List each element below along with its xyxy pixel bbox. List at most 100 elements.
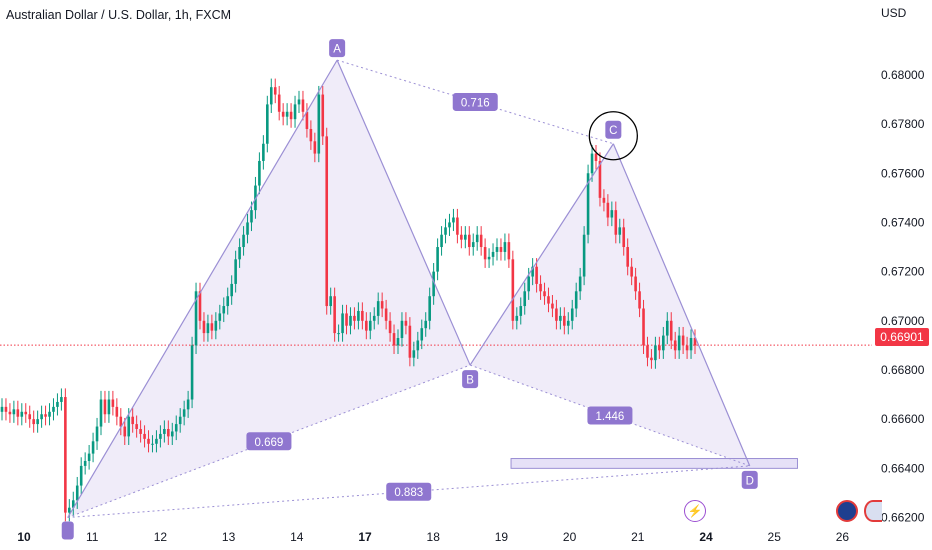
candle-body xyxy=(297,99,301,105)
candle-body xyxy=(329,296,332,307)
point-label-d-bg xyxy=(741,470,758,489)
candle-body xyxy=(8,411,12,415)
candle-body xyxy=(262,143,265,161)
candle-body xyxy=(87,453,91,461)
y-axis: 0.68000 0.67800 0.67600 0.67400 0.67200 0.670… xyxy=(881,68,925,525)
point-label-a: A xyxy=(333,44,341,56)
candle-body xyxy=(68,507,71,513)
candle-body xyxy=(662,335,665,351)
candle-body xyxy=(139,429,142,434)
candle-body xyxy=(131,416,134,425)
candle-body xyxy=(147,438,150,444)
pattern-triangle-bcd xyxy=(470,143,750,466)
candle-body xyxy=(622,227,626,248)
candle-body xyxy=(487,256,491,260)
candle-body xyxy=(40,414,43,420)
y-tick-label: 0.68000 xyxy=(881,68,925,82)
candle-body xyxy=(614,210,618,235)
candle-body xyxy=(551,303,554,309)
candle-body xyxy=(586,173,590,235)
candle-body xyxy=(626,247,629,267)
x-tick-label: 17 xyxy=(358,530,372,544)
pattern-labels-layer: A B C D 0.716 0.669 1.446 0.883 xyxy=(61,39,758,540)
candle-body xyxy=(151,443,154,445)
candle-body xyxy=(531,266,534,277)
candle-body xyxy=(618,227,622,235)
candle-body xyxy=(566,320,570,326)
candle-body xyxy=(345,313,348,326)
candle-body xyxy=(495,247,499,252)
point-label-c-bg xyxy=(605,120,622,139)
candle-body xyxy=(48,411,51,417)
candle-body xyxy=(424,320,428,329)
candle-body xyxy=(456,217,459,235)
candle-body xyxy=(606,202,610,218)
candle-body xyxy=(428,296,431,321)
candle-body xyxy=(436,247,439,272)
y-tick-label: 0.67200 xyxy=(881,265,925,279)
candle-body xyxy=(527,276,530,292)
candle-body xyxy=(325,136,329,307)
candle-body xyxy=(384,308,388,321)
candle-body xyxy=(190,345,194,400)
candle-body xyxy=(471,242,475,248)
candle-body xyxy=(479,234,483,248)
x-tick-label: 12 xyxy=(154,530,168,544)
chart-title: Australian Dollar / U.S. Dollar, 1h, FXC… xyxy=(6,8,232,22)
candle-body xyxy=(372,315,376,321)
candle-body xyxy=(654,345,657,361)
candle-body xyxy=(269,87,273,105)
candle-body xyxy=(83,460,87,466)
pattern-fill-layer xyxy=(67,60,750,518)
y-tick-label: 0.67000 xyxy=(881,314,925,328)
x-tick-label: 20 xyxy=(563,530,577,544)
candle-body xyxy=(598,160,602,198)
candle-body xyxy=(452,217,455,223)
candle-body xyxy=(448,222,451,228)
candle-body xyxy=(79,465,83,486)
candle-body xyxy=(376,301,380,316)
candle-body xyxy=(681,335,685,346)
x-tick-label: 24 xyxy=(699,530,713,544)
candle-body xyxy=(202,320,206,334)
candle-body xyxy=(321,94,325,137)
candle-body xyxy=(357,310,360,321)
candle-body xyxy=(634,276,637,292)
highlight-circle xyxy=(588,111,638,161)
candle-body xyxy=(155,438,158,444)
ratio-label-xd-bg xyxy=(386,482,432,501)
point-label-x-bg xyxy=(61,521,74,540)
candle-body xyxy=(36,419,39,425)
candle-body xyxy=(115,406,119,417)
usa-flag-icon[interactable] xyxy=(864,500,882,522)
candle-body xyxy=(368,320,372,331)
candle-body xyxy=(555,308,558,321)
y-tick-label: 0.67400 xyxy=(881,215,925,229)
candle-body xyxy=(198,291,202,321)
lightning-icon[interactable]: ⚡ xyxy=(684,500,706,522)
x-tick-label: 21 xyxy=(631,530,645,544)
candle-body xyxy=(365,320,368,331)
candle-body xyxy=(669,320,673,341)
candle-body xyxy=(250,210,253,223)
candle-body xyxy=(135,424,138,430)
pattern-triangle-xab xyxy=(67,60,471,518)
pattern-leg-line xyxy=(469,143,614,366)
candle-body xyxy=(234,259,237,284)
point-label-b: B xyxy=(466,375,474,387)
candle-body xyxy=(273,87,277,95)
candle-body xyxy=(341,313,344,334)
candle-body xyxy=(543,291,546,297)
candle-body xyxy=(266,104,269,144)
candle-body xyxy=(559,315,562,321)
candle-body xyxy=(594,153,598,161)
candle-body xyxy=(52,406,55,412)
australia-flag-icon[interactable] xyxy=(836,500,858,522)
y-tick-label: 0.67600 xyxy=(881,166,925,180)
y-tick-label: 0.67800 xyxy=(881,117,925,131)
ratio-label-xb: 0.669 xyxy=(255,437,284,449)
candle-body xyxy=(602,197,606,203)
candle-body xyxy=(689,338,693,351)
candle-body xyxy=(309,128,313,142)
